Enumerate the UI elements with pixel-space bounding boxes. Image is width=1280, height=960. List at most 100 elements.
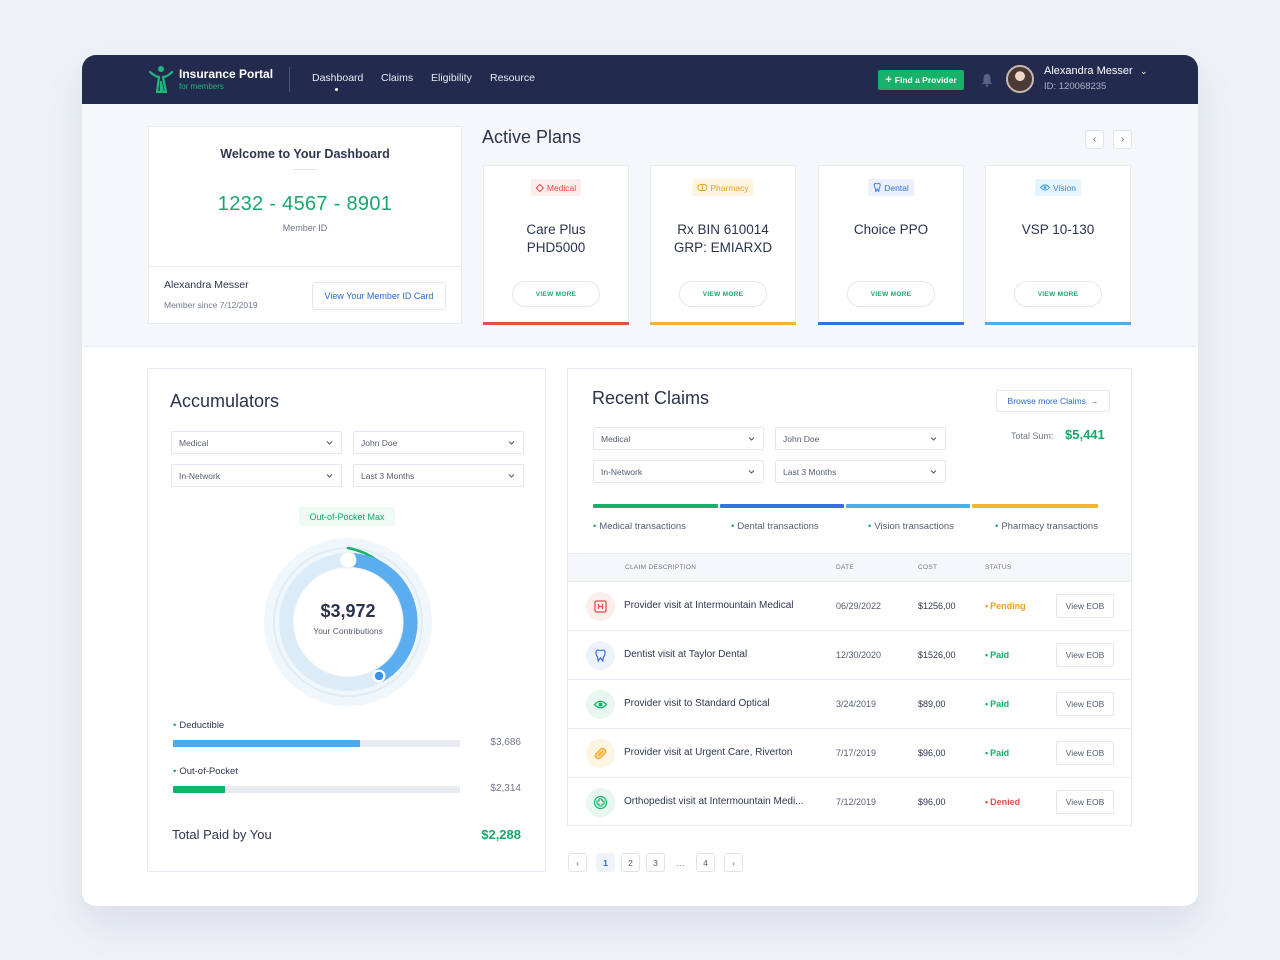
claim-date: 3/24/2019 (836, 699, 877, 709)
table-row[interactable]: Orthopedist visit at Intermountain Medi.… (568, 778, 1131, 827)
plan-card-dental[interactable]: Dental Choice PPO VIEW MORE (818, 165, 964, 325)
view-eob-button[interactable]: View EOB (1056, 643, 1114, 667)
accumulators-title: Accumulators (170, 391, 280, 411)
member-name: Alexandra Messer (164, 279, 249, 291)
view-eob-button[interactable]: View EOB (1056, 594, 1114, 618)
plan-badge-medical: Medical (530, 179, 582, 196)
table-row[interactable]: Provider visit at Intermountain Medical … (568, 582, 1131, 631)
view-eob-button[interactable]: View EOB (1056, 790, 1114, 814)
legend-dot: • (868, 521, 872, 532)
plan-badge-vision: Vision (1035, 179, 1081, 196)
pagination-page-2[interactable]: 2 (621, 853, 640, 872)
legend-label: Vision transactions (874, 521, 954, 532)
recent-claims-title: Recent Claims (592, 388, 710, 408)
status-badge: Paid (985, 650, 1009, 660)
claim-cost: $89,00 (918, 699, 946, 709)
out-of-pocket-amount: $2,314 (490, 783, 521, 794)
deductible-label: Deductible (173, 720, 224, 731)
claim-description: Provider visit at Urgent Care, Riverton (624, 747, 793, 758)
user-name[interactable]: Alexandra Messer (1044, 65, 1133, 77)
plan-name: Rx BIN 610014 GRP: EMIARXD (651, 221, 795, 257)
view-eob-button[interactable]: View EOB (1056, 692, 1114, 716)
select-value: In-Network (601, 466, 643, 477)
deductible-amount: $3,686 (490, 737, 521, 748)
claim-description: Provider visit at Intermountain Medical (624, 600, 794, 611)
claim-description: Dentist visit at Taylor Dental (624, 649, 748, 660)
claims-member-select[interactable]: John Doe (775, 427, 946, 450)
logo-icon (148, 66, 174, 93)
claim-description: Orthopedist visit at Intermountain Medi.… (624, 796, 804, 807)
view-more-button[interactable]: VIEW MORE (847, 281, 935, 307)
plan-card-pharmacy[interactable]: Pharmacy Rx BIN 610014 GRP: EMIARXD VIEW… (650, 165, 796, 325)
network-select[interactable]: In-Network (171, 464, 342, 487)
plus-icon: + (885, 73, 892, 86)
avatar[interactable] (1006, 65, 1034, 93)
nav-eligibility[interactable]: Eligibility (431, 72, 472, 84)
coverage-type-select[interactable]: Medical (171, 431, 342, 454)
claims-period-select[interactable]: Last 3 Months (775, 460, 946, 483)
member-select[interactable]: John Doe (353, 431, 524, 454)
view-member-id-card-button[interactable]: View Your Member ID Card (312, 282, 446, 310)
table-row[interactable]: Provider visit to Standard Optical 3/24/… (568, 680, 1131, 729)
table-row[interactable]: Dentist visit at Taylor Dental 12/30/202… (568, 631, 1131, 680)
chevron-down-icon[interactable]: ⌄ (1140, 66, 1148, 76)
view-more-button[interactable]: VIEW MORE (512, 281, 600, 307)
plan-name: Care Plus PHD5000 (484, 221, 628, 257)
plan-badge-label: Medical (546, 182, 577, 193)
nav-resource[interactable]: Resource (490, 72, 535, 84)
pagination-prev[interactable]: ‹ (568, 853, 587, 872)
welcome-title: Welcome to Your Dashboard (220, 147, 390, 161)
legend-dot: • (731, 521, 735, 532)
legend-dental: • Dental transactions (731, 521, 819, 532)
medical-transactions-bar (593, 504, 718, 508)
legend-label: Pharmacy transactions (1001, 521, 1098, 532)
plan-name-line1: Choice PPO (853, 222, 929, 237)
claim-date: 7/17/2019 (836, 748, 877, 758)
plan-badge-label: Pharmacy (710, 182, 749, 193)
bell-icon[interactable] (981, 73, 993, 87)
plan-card-medical[interactable]: Medical Care Plus PHD5000 VIEW MORE (483, 165, 629, 325)
claims-table-header: CLAIM DESCRIPTION DATE COST STATUS (568, 553, 1131, 582)
pill-icon (697, 184, 708, 191)
legend-dot: • (995, 521, 999, 532)
vision-transactions-bar (846, 504, 970, 508)
plan-badge-label: Dental (884, 182, 909, 193)
total-paid-label: Total Paid by You (172, 827, 272, 842)
app-subtitle: for members (179, 82, 224, 91)
pagination-page-4[interactable]: 4 (696, 853, 715, 872)
browse-more-claims-button[interactable]: Browse more Claims → (996, 390, 1110, 412)
claims-network-select[interactable]: In-Network (593, 460, 764, 483)
plan-badge-label: Vision (1053, 182, 1076, 193)
pagination-ellipsis: … (676, 857, 685, 868)
pagination-page-3[interactable]: 3 (646, 853, 665, 872)
nav-dashboard[interactable]: Dashboard (312, 72, 364, 84)
chevron-down-icon (326, 474, 333, 478)
legend-pharmacy: • Pharmacy transactions (995, 521, 1098, 532)
member-id-label: Member ID (282, 223, 328, 233)
find-provider-button[interactable]: + Find a Provider (878, 70, 964, 90)
chevron-down-icon (508, 474, 515, 478)
plan-card-vision[interactable]: Vision VSP 10-130 VIEW MORE (985, 165, 1131, 325)
table-row[interactable]: Provider visit at Urgent Care, Riverton … (568, 729, 1131, 778)
header-divider (289, 67, 290, 92)
period-select[interactable]: Last 3 Months (353, 464, 524, 487)
chevron-right-icon[interactable]: › (1113, 130, 1132, 149)
claim-cost: $1526,00 (918, 650, 956, 660)
chevron-down-icon (748, 470, 755, 474)
contributions-value: $3,972 (320, 601, 376, 621)
plan-name-line1: VSP 10-130 (1021, 222, 1095, 237)
claim-date: 7/12/2019 (836, 797, 877, 807)
total-sum-label: Total Sum: (1011, 431, 1054, 441)
pagination-page-1[interactable]: 1 (596, 853, 615, 872)
view-more-button[interactable]: VIEW MORE (679, 281, 767, 307)
view-more-button[interactable]: VIEW MORE (1014, 281, 1102, 307)
claims-type-select[interactable]: Medical (593, 427, 764, 450)
view-eob-button[interactable]: View EOB (1056, 741, 1114, 765)
out-of-pocket-label: Out-of-Pocket (173, 766, 238, 777)
nav-claims[interactable]: Claims (381, 72, 414, 84)
find-provider-label: Find a Provider (894, 75, 957, 85)
plan-name-line2: GRP: EMIARXD (673, 240, 773, 255)
pagination-next[interactable]: › (724, 853, 743, 872)
legend-medical: • Medical transactions (593, 521, 686, 532)
chevron-left-icon[interactable]: ‹ (1085, 130, 1104, 149)
